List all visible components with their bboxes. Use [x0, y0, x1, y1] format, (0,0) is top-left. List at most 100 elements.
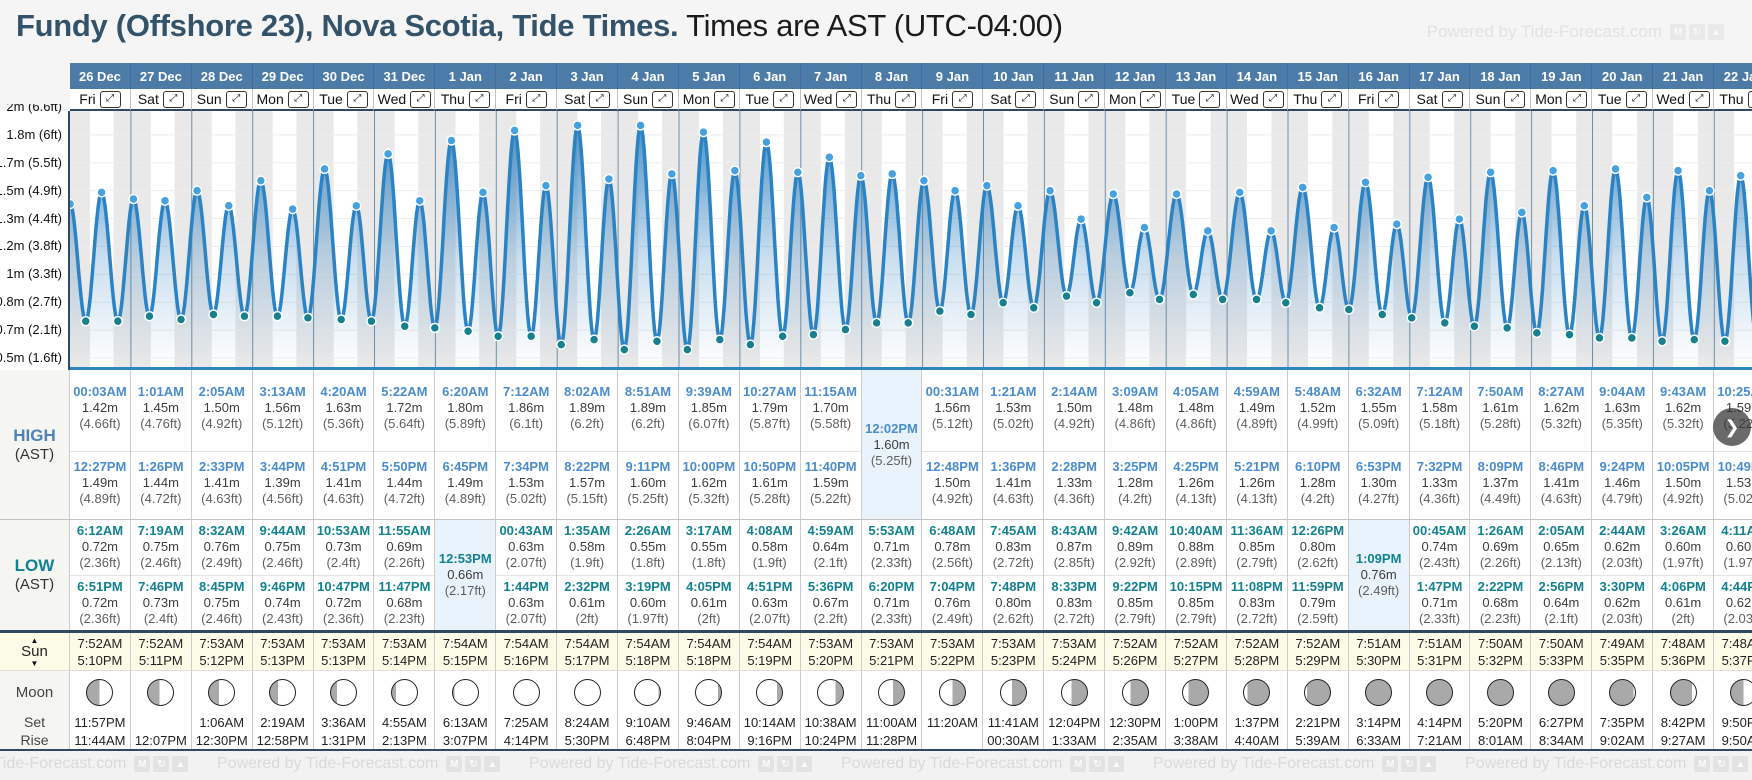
date-header-cell[interactable]: 7 Jan — [800, 63, 862, 89]
date-header-cell[interactable]: 13 Jan — [1166, 63, 1227, 89]
date-header-cell[interactable]: 14 Jan — [1226, 63, 1288, 89]
low-tide-height-m: 0.74m — [264, 595, 301, 610]
low-tide-cell: 00:43AM 0.63m (2.07ft) 1:44PM 0.63m (2.07ft) — [496, 519, 558, 630]
expand-day-button[interactable]: ⤢ — [589, 90, 611, 108]
sunrise-time: 7:54AM — [625, 635, 671, 651]
expand-day-button[interactable]: ⤢ — [1140, 90, 1162, 108]
watermark-logo-icon: M — [134, 756, 151, 772]
expand-day-button[interactable]: ⤢ — [836, 90, 858, 108]
high-tide-point — [1672, 165, 1684, 176]
high-tide-time: 9:39AM — [685, 383, 732, 399]
low-tide-point — [1028, 302, 1039, 314]
expand-day-button[interactable]: ⤢ — [773, 90, 795, 108]
date-header-cell[interactable]: 27 Dec — [130, 63, 192, 89]
low-tide-time: 1:35AM — [563, 523, 611, 538]
low-tide-entry: 10:47PM 0.72m (2.36ft) — [313, 575, 374, 629]
date-header-cell[interactable]: 26 Dec — [70, 63, 131, 89]
expand-day-button[interactable]: ⤢ — [410, 90, 432, 108]
date-header-cell[interactable]: 28 Dec — [191, 63, 253, 89]
date-header-cell[interactable]: 22 Jan — [1714, 63, 1752, 89]
high-tide-height-ft: (5.28ft) — [1479, 415, 1522, 431]
weekday-label: Thu — [440, 91, 465, 107]
moon-phase-cell — [313, 671, 375, 713]
date-header-cell[interactable]: 29 Dec — [252, 63, 314, 89]
date-header-cell[interactable]: 10 Jan — [983, 63, 1045, 89]
high-tide-entry: 3:44PM 1.39m (4.56ft) — [252, 450, 313, 513]
expand-day-button[interactable]: ⤢ — [1078, 90, 1100, 108]
expand-day-button[interactable]: ⤢ — [346, 90, 368, 108]
sunset-time: 5:32PM — [1478, 652, 1523, 668]
moon-phase-cell — [252, 671, 314, 713]
low-tide-entry: 6:20PM 0.71m (2.33ft) — [861, 575, 922, 629]
high-tide-time: 11:15AM — [804, 383, 857, 399]
date-header-cell[interactable]: 8 Jan — [861, 63, 923, 89]
date-header-cell[interactable]: 11 Jan — [1044, 63, 1106, 89]
low-tide-time: 7:46PM — [138, 579, 184, 594]
moon-phase-cell — [70, 671, 131, 713]
date-header-cell[interactable]: 15 Jan — [1287, 63, 1349, 89]
date-header-cell[interactable]: 18 Jan — [1470, 63, 1532, 89]
date-header-cell[interactable]: 16 Jan — [1348, 63, 1410, 89]
expand-day-button[interactable]: ⤢ — [1747, 90, 1752, 108]
date-header-cell[interactable]: 17 Jan — [1409, 63, 1471, 89]
weekday-label: Tue — [319, 91, 343, 107]
expand-day-button[interactable]: ⤢ — [1321, 90, 1343, 108]
date-header-cell[interactable]: 31 Dec — [374, 63, 436, 89]
date-header-cell[interactable]: 6 Jan — [739, 63, 801, 89]
expand-day-button[interactable]: ⤢ — [895, 90, 917, 108]
high-tide-point — [1012, 200, 1024, 211]
low-tide-entry: 11:36AM 0.85m (2.79ft) — [1227, 520, 1287, 573]
high-tide-height-m: 1.49m — [81, 474, 119, 490]
expand-day-button[interactable]: ⤢ — [952, 90, 974, 108]
expand-day-button[interactable]: ⤢ — [99, 90, 121, 108]
next-days-button[interactable]: ❯ — [1713, 408, 1751, 446]
high-tide-entry: 8:27AM 1.62m (5.32ft) — [1531, 377, 1591, 438]
sunrise-time: 7:52AM — [138, 635, 184, 651]
date-header-cell[interactable]: 1 Jan — [435, 63, 497, 89]
high-tide-point — [1265, 225, 1277, 237]
expand-day-button[interactable]: ⤢ — [225, 90, 247, 108]
expand-day-button[interactable]: ⤢ — [1378, 90, 1400, 108]
date-header-cell[interactable]: 12 Jan — [1105, 63, 1167, 89]
low-tide-entry: 7:45AM 0.83m (2.72ft) — [983, 520, 1043, 573]
expand-day-button[interactable]: ⤢ — [287, 90, 309, 108]
date-header-cell[interactable]: 4 Jan — [618, 63, 679, 89]
high-tide-cell: 7:12AM 1.58m (5.18ft) 7:32PM 1.33m (4.36ft) — [1409, 370, 1471, 519]
high-tide-time: 9:04AM — [1599, 383, 1646, 399]
expand-day-button[interactable]: ⤢ — [1199, 90, 1221, 108]
tide-chart[interactable] — [70, 111, 1752, 370]
high-tide-height-ft: (6.2ft) — [630, 415, 665, 431]
low-tide-entry: 9:46PM 0.74m (2.43ft) — [252, 575, 313, 629]
low-tide-cell: 10:40AM 0.88m (2.89ft) 10:15PM 0.85m (2.79ft) — [1166, 519, 1227, 630]
date-header-cell[interactable]: 21 Jan — [1653, 63, 1715, 89]
expand-day-button[interactable]: ⤢ — [1504, 90, 1526, 108]
date-header-cell[interactable]: 3 Jan — [557, 63, 619, 89]
date-header-cell[interactable]: 5 Jan — [678, 63, 740, 89]
expand-day-button[interactable]: ⤢ — [468, 90, 490, 108]
high-tide-height-m: 1.44m — [142, 474, 179, 490]
weekday-cell: Sat ⤢ — [1409, 89, 1471, 111]
expand-day-button[interactable]: ⤢ — [1625, 90, 1647, 108]
low-tide-height-ft: (2ft) — [1671, 611, 1695, 626]
high-tide-height-m: 1.41m — [995, 474, 1032, 490]
low-tide-time: 11:08PM — [1230, 579, 1283, 594]
expand-day-button[interactable]: ⤢ — [1015, 90, 1037, 108]
date-header-cell[interactable]: 20 Jan — [1592, 63, 1654, 89]
expand-day-button[interactable]: ⤢ — [1262, 90, 1284, 108]
high-tide-height-ft: (5.32ft) — [1540, 415, 1582, 431]
high-tide-point — [477, 187, 489, 198]
expand-day-button[interactable]: ⤢ — [713, 90, 735, 108]
expand-day-button[interactable]: ⤢ — [651, 90, 673, 108]
expand-day-button[interactable]: ⤢ — [1688, 90, 1710, 108]
expand-day-button[interactable]: ⤢ — [1441, 90, 1463, 108]
date-header-cell[interactable]: 19 Jan — [1531, 63, 1593, 89]
high-tide-height-ft: (5.02ft) — [505, 490, 547, 506]
date-header-cell[interactable]: 2 Jan — [496, 63, 558, 89]
date-header-cell[interactable]: 30 Dec — [313, 63, 375, 89]
expand-day-button[interactable]: ⤢ — [1566, 90, 1588, 108]
expand-day-button[interactable]: ⤢ — [162, 90, 184, 108]
date-header-cell[interactable]: 9 Jan — [922, 63, 984, 89]
low-tide-cell: 3:17AM 0.55m (1.8ft) 4:05PM 0.61m (2ft) — [678, 519, 740, 630]
watermark-logo-icons: M ↻ ▲ — [446, 756, 501, 772]
expand-day-button[interactable]: ⤢ — [525, 90, 547, 108]
